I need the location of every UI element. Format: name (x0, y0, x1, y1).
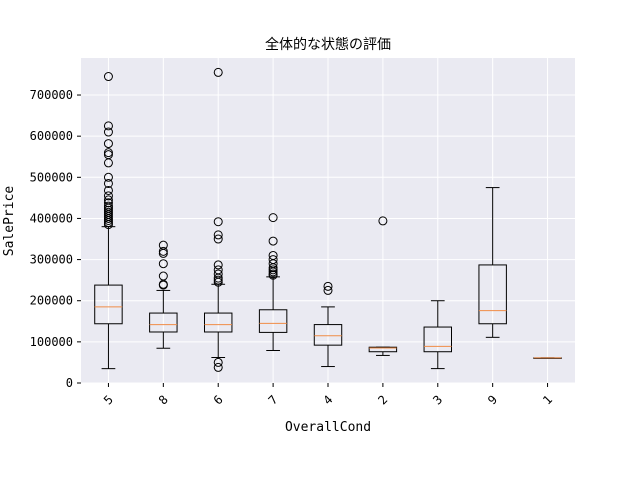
outlier-point (378, 216, 388, 226)
x-tick-label: 4 (320, 392, 335, 407)
outlier-point (103, 148, 113, 158)
box-8 (149, 240, 178, 349)
y-axis-ticks: 0 100000 200000 300000 400000 500000 600000 700… (30, 88, 81, 390)
box-4 (313, 281, 343, 368)
outlier-point (323, 285, 333, 295)
box-iqr (204, 312, 233, 333)
x-axis-label: OverallCond (285, 420, 371, 435)
outlier-point (268, 236, 278, 246)
outlier-point (268, 255, 278, 265)
x-tick-label: 7 (266, 392, 281, 407)
outlier-point (213, 265, 223, 275)
outlier-point (268, 213, 278, 223)
outlier-point (323, 281, 333, 291)
y-tick-label: 700000 (30, 88, 73, 102)
outlier-point (158, 240, 168, 250)
y-tick-label: 100000 (30, 335, 73, 349)
outlier-point (158, 259, 168, 269)
box-iqr (258, 309, 288, 333)
box-iqr (94, 284, 123, 325)
y-tick-label: 500000 (30, 170, 73, 184)
outlier-point (213, 217, 223, 227)
y-tick-label: 300000 (30, 253, 73, 267)
box-2 (368, 216, 398, 356)
box-1 (533, 357, 562, 359)
outlier-point (213, 357, 223, 367)
outlier-point (213, 230, 223, 240)
box-5 (94, 72, 123, 370)
y-tick-label: 600000 (30, 129, 73, 143)
outlier-point (103, 198, 113, 208)
outlier-point (103, 127, 113, 137)
outlier-point (103, 139, 113, 149)
x-tick-label: 9 (485, 392, 500, 407)
box-iqr (149, 312, 178, 333)
y-tick-label: 400000 (30, 211, 73, 225)
outlier-point (213, 362, 223, 372)
y-axis-label: SalePrice (2, 186, 17, 257)
outlier-point (103, 195, 113, 205)
outlier-point (268, 250, 278, 260)
x-tick-label: 2 (375, 392, 390, 407)
box-3 (423, 300, 452, 370)
outlier-point (103, 185, 113, 195)
outlier-point (103, 178, 113, 188)
outlier-point (103, 191, 113, 201)
outlier-point (158, 246, 168, 256)
y-tick-label: 200000 (30, 294, 73, 308)
box-7 (258, 213, 288, 351)
chart-title: 全体的な状態の評価 (265, 36, 391, 53)
box-series (94, 67, 562, 372)
box-iqr (478, 264, 507, 325)
outlier-point (103, 201, 113, 211)
box-iqr (368, 346, 398, 353)
box-iqr (423, 326, 452, 353)
outlier-point (103, 121, 113, 131)
box-9 (478, 187, 507, 338)
box-6 (204, 67, 233, 372)
x-tick-label: 1 (540, 392, 555, 407)
x-tick-label: 8 (156, 392, 171, 407)
outlier-point (213, 234, 223, 244)
x-axis-ticks: 5 8 6 7 4 2 3 9 1 (101, 383, 555, 408)
outlier-point (213, 269, 223, 279)
y-tick-label: 0 (66, 376, 73, 390)
outlier-point (103, 72, 113, 82)
outlier-point (213, 67, 223, 77)
x-tick-label: 5 (101, 392, 116, 407)
box-iqr (313, 324, 343, 346)
outlier-point (158, 271, 168, 281)
x-tick-label: 6 (211, 392, 226, 407)
outlier-point (103, 172, 113, 182)
x-tick-label: 3 (430, 392, 445, 407)
outlier-point (213, 260, 223, 270)
